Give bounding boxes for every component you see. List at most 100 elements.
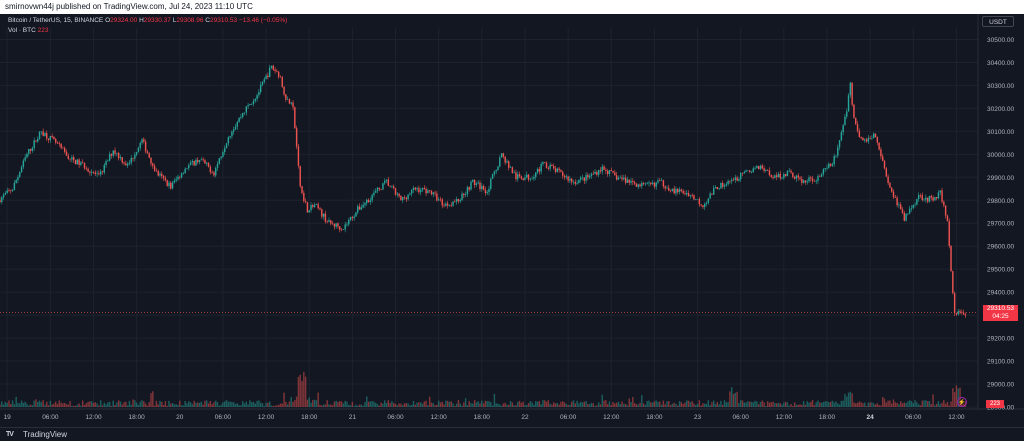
volume-bar: [166, 405, 168, 407]
candle-body: [135, 151, 138, 155]
price-chart[interactable]: 28900.0029000.0029100.0029200.0029300.00…: [0, 14, 1024, 427]
volume-bar: [761, 400, 763, 407]
x-tick-label: 06:00: [215, 414, 232, 421]
volume-bar: [81, 400, 84, 407]
volume-bar: [698, 400, 701, 407]
chart-panel[interactable]: Bitcoin / TetherUS, 15, BINANCE O29324.0…: [0, 14, 1024, 427]
candle-body: [558, 168, 560, 171]
candle-body: [858, 130, 861, 137]
volume-bar: [153, 405, 156, 407]
volume-bar: [459, 403, 461, 407]
candle-body: [790, 170, 792, 173]
volume-bar: [853, 402, 855, 407]
volume-bar: [234, 403, 237, 407]
candle-body: [74, 160, 77, 165]
volume-bar: [375, 402, 377, 407]
candle-body: [754, 168, 756, 169]
volume-value: 223: [37, 27, 49, 34]
candle-body: [200, 159, 203, 161]
candle-body: [520, 176, 523, 179]
candle-body: [155, 170, 158, 172]
volume-bar: [705, 403, 708, 407]
candle-body: [930, 196, 932, 198]
candle-body: [917, 195, 920, 200]
volume-bar: [443, 404, 445, 407]
candle-body: [378, 187, 381, 190]
volume-bar: [811, 400, 814, 407]
candle-body: [835, 155, 837, 157]
candle-body: [783, 174, 785, 179]
volume-bar: [763, 402, 765, 407]
volume-bar: [10, 404, 12, 407]
volume-bar: [26, 403, 28, 407]
currency-button[interactable]: USDT: [982, 16, 1014, 27]
volume-bar: [130, 404, 132, 407]
candle-body: [405, 198, 408, 200]
volume-bar: [392, 403, 395, 407]
volume-bar: [180, 405, 183, 407]
candle-body: [428, 190, 431, 192]
volume-bar: [716, 401, 719, 407]
candle-body: [662, 180, 665, 187]
candle-body: [455, 198, 458, 202]
candle-body: [310, 205, 312, 211]
candle-body: [125, 163, 127, 166]
candle-body: [452, 201, 454, 206]
volume-bar: [139, 401, 141, 407]
volume-bar: [188, 401, 190, 407]
lightning-icon[interactable]: ⚡: [957, 397, 967, 407]
candle-body: [671, 188, 674, 191]
candle-body: [96, 173, 98, 174]
candle-body: [664, 186, 666, 189]
volume-bar: [799, 404, 801, 407]
volume-bar: [921, 400, 923, 407]
volume-bar: [304, 376, 307, 407]
candle-body: [432, 192, 434, 195]
volume-bar: [869, 402, 871, 407]
candle-body: [747, 170, 749, 172]
candle-body: [784, 174, 787, 177]
y-tick-label: 30300.00: [987, 83, 1014, 90]
candle-body: [162, 175, 165, 179]
candle-body: [150, 157, 152, 164]
candle-body: [285, 94, 287, 100]
candle-body: [58, 143, 61, 145]
volume-bar: [40, 402, 43, 407]
x-tick-label: 12:00: [258, 414, 275, 421]
volume-bar: [948, 405, 950, 407]
candle-body: [610, 170, 612, 171]
candle-body: [116, 152, 118, 154]
volume-bar: [565, 403, 568, 407]
candle-body: [711, 193, 713, 195]
candle-body: [376, 187, 379, 191]
candle-body: [788, 170, 790, 172]
volume-label[interactable]: Vol · BTC: [8, 27, 36, 34]
volume-bar: [486, 401, 488, 407]
volume-bar: [225, 400, 228, 407]
candle-body: [401, 197, 404, 201]
candle-body: [488, 188, 490, 193]
candle-body: [529, 178, 532, 180]
candle-body: [324, 213, 327, 222]
volume-bar: [236, 403, 239, 407]
candle-body: [92, 171, 95, 173]
tradingview-brand[interactable]: TV TradingView: [6, 430, 67, 439]
x-tick-label: 18:00: [646, 414, 663, 421]
x-tick-label: 06:00: [733, 414, 750, 421]
volume-bar: [885, 402, 888, 407]
candle-body: [495, 170, 497, 172]
candle-body: [655, 182, 657, 187]
candle-body: [400, 196, 402, 201]
volume-bar: [943, 400, 945, 407]
candle-body: [621, 177, 623, 180]
volume-bar: [157, 404, 159, 407]
candle-body: [628, 179, 630, 183]
candle-body: [463, 193, 465, 196]
brand-name: TradingView: [23, 430, 68, 439]
volume-bar: [216, 402, 219, 407]
symbol-name[interactable]: Bitcoin / TetherUS, 15, BINANCE: [8, 17, 104, 24]
candle-body: [624, 177, 627, 183]
volume-bar: [213, 402, 215, 407]
volume-bar: [806, 401, 808, 407]
candle-body: [808, 177, 810, 182]
